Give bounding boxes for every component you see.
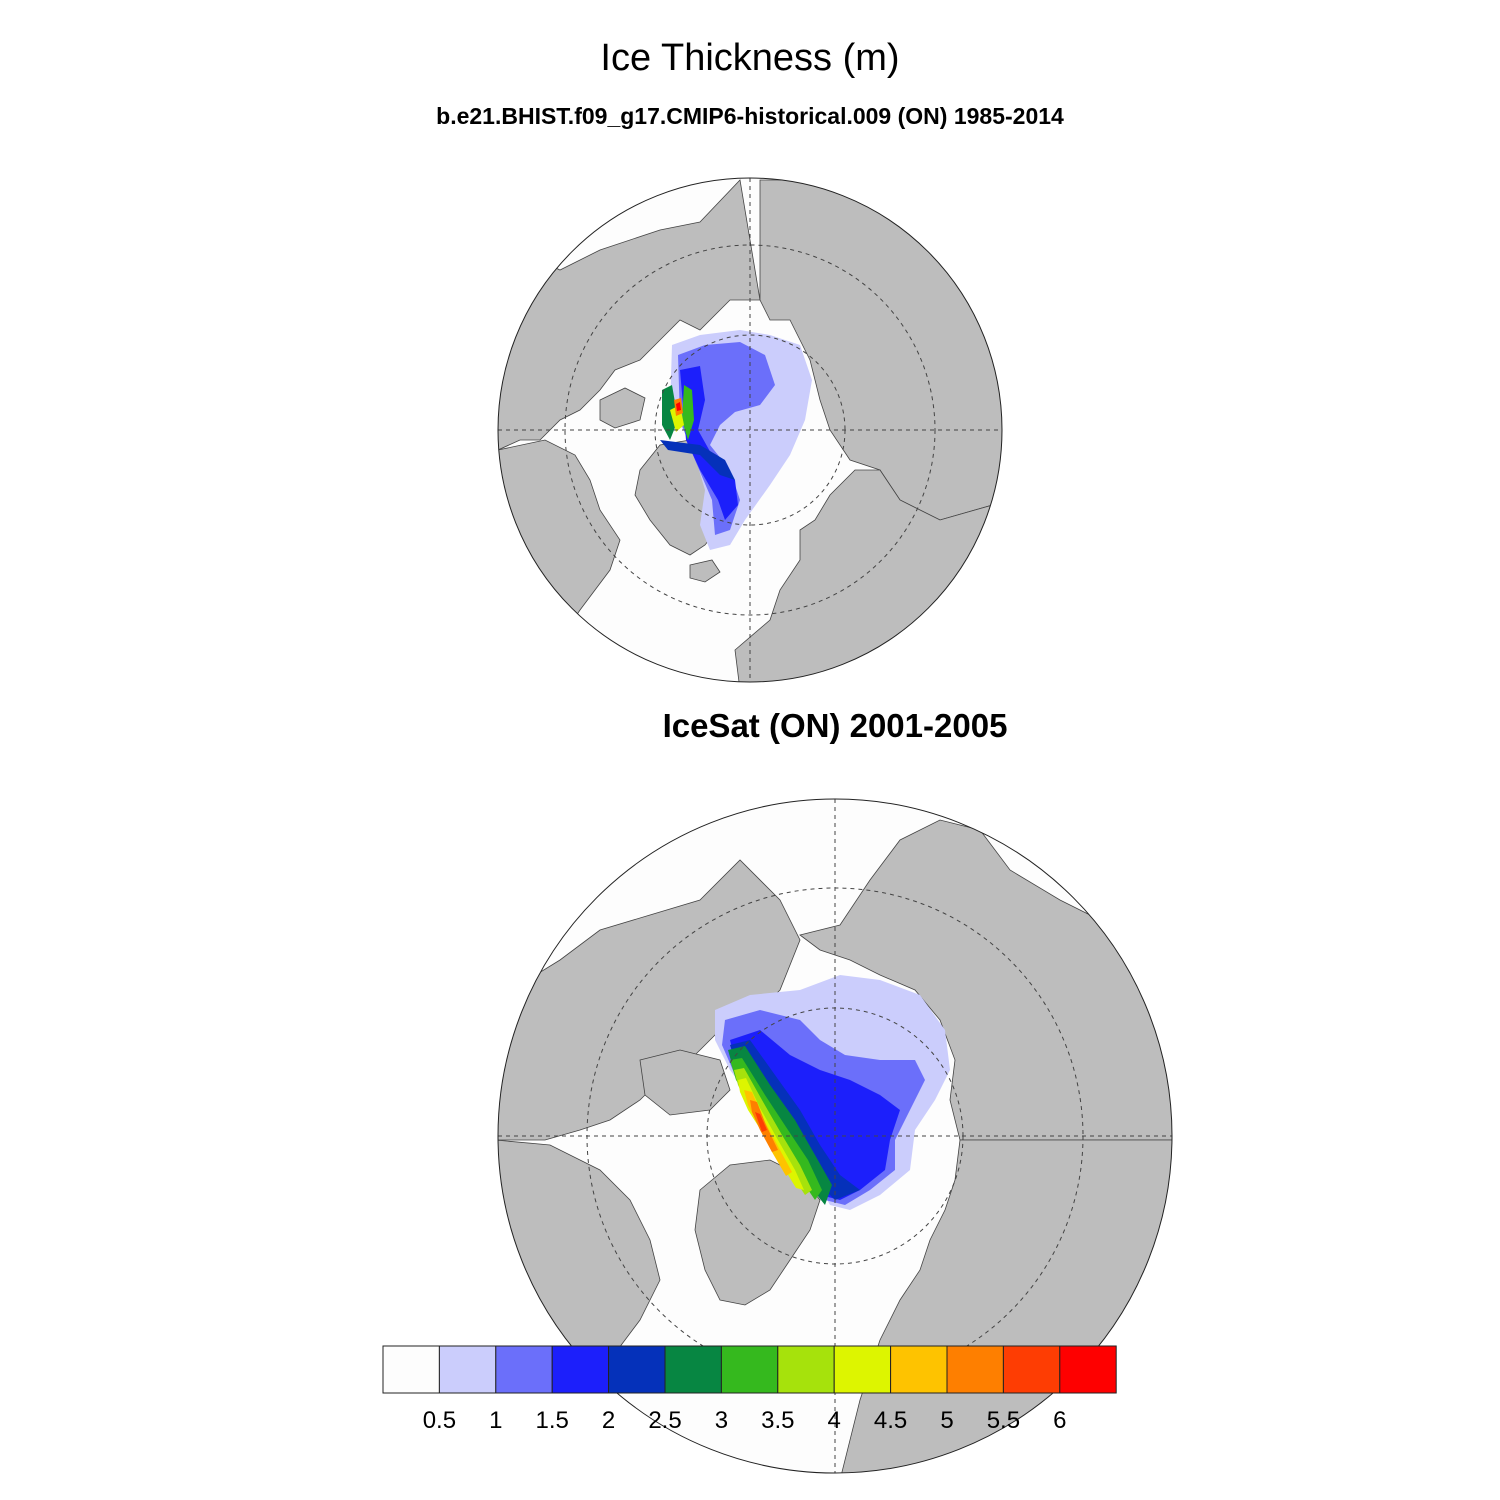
colorbar-swatch (608, 1345, 666, 1394)
figure-title: Ice Thickness (m) (600, 37, 899, 79)
colorbar-swatch (495, 1345, 553, 1394)
land-iceland (689, 559, 721, 583)
colorbar-tick-label: 2.5 (648, 1407, 681, 1434)
colorbar-swatch (890, 1345, 948, 1394)
graticule (498, 178, 1002, 682)
panel-2-subtitle: IceSat (ON) 2001-2005 (663, 707, 1008, 744)
colorbar: 0.5 1 1.5 2 2.5 3 3.5 4 4.5 5 5.5 6 (382, 1345, 1117, 1434)
colorbar-tick-label: 4.5 (874, 1407, 907, 1434)
ice-field-icesat (715, 975, 950, 1210)
colorbar-tick-label: 6 (1053, 1407, 1066, 1434)
ice-above-6 (676, 402, 681, 411)
map-icesat (497, 798, 1173, 1474)
colorbar-swatch (946, 1345, 1004, 1394)
colorbar-tick-label: 3.5 (761, 1407, 794, 1434)
colorbar-tick-label: 1.5 (536, 1407, 569, 1434)
map-model (497, 177, 1003, 683)
colorbar-tick-label: 5 (940, 1407, 953, 1434)
land-archipelago (599, 387, 646, 429)
ice-1.5-2 (680, 366, 738, 520)
colorbar-tick-label: 4 (828, 1407, 841, 1434)
ice-5.5-6 (755, 1112, 767, 1132)
land-eurasia-north (799, 819, 1172, 1141)
colorbar-tick-label: 5.5 (987, 1407, 1020, 1434)
map-border (497, 798, 1173, 1474)
colorbar-swatch (1059, 1345, 1117, 1394)
colorbar-tick-label: 2 (602, 1407, 615, 1434)
colorbar-swatch (720, 1345, 779, 1394)
colorbar-swatch (1002, 1345, 1061, 1394)
colorbar-swatch (551, 1345, 610, 1394)
colorbar-tick-label: 0.5 (423, 1407, 456, 1434)
colorbar-swatch (438, 1345, 497, 1394)
land-archipelago (639, 1049, 731, 1116)
colorbar-swatch (833, 1345, 892, 1394)
ice-2.5-3 (662, 385, 678, 440)
ice-field-model (660, 330, 812, 550)
colorbar-tick-label: 1 (489, 1407, 502, 1434)
land-greenland (694, 1159, 821, 1306)
colorbar-tick-label: 3 (715, 1407, 728, 1434)
ice-3-3.5 (682, 385, 694, 440)
colorbar-swatch (777, 1345, 835, 1394)
ice-2-2.5 (660, 440, 735, 480)
land-north-america (498, 179, 761, 451)
colorbar-swatch (664, 1345, 722, 1394)
colorbar-swatch (382, 1345, 440, 1394)
map-border (497, 177, 1003, 683)
panel-1-subtitle: b.e21.BHIST.f09_g17.CMIP6-historical.009… (436, 103, 1064, 129)
